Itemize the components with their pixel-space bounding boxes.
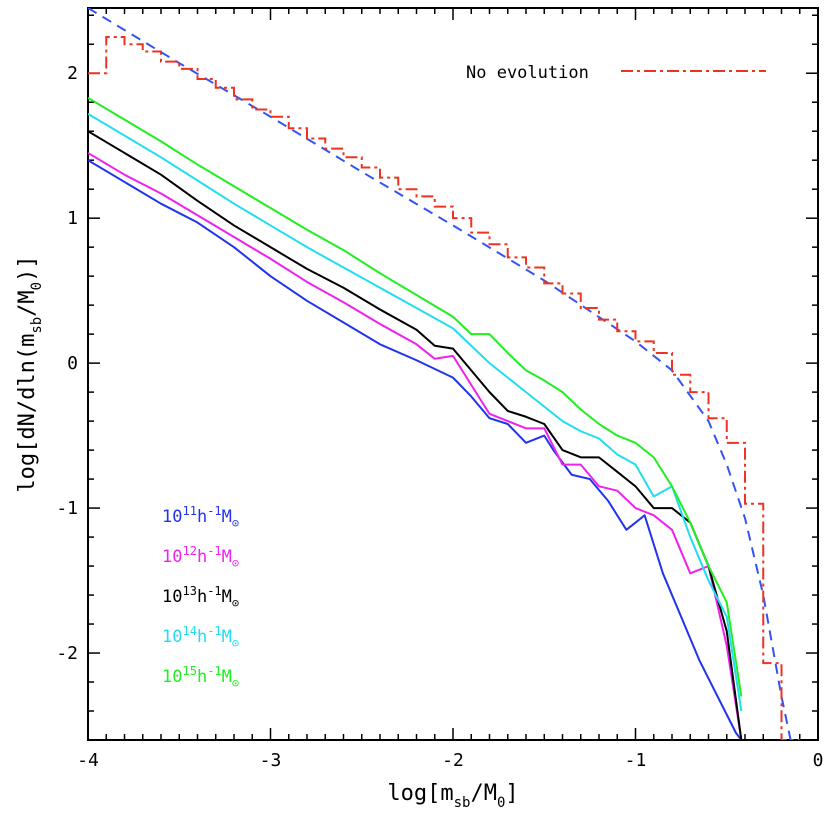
curve-no-evolution bbox=[88, 35, 800, 740]
plot-curves bbox=[88, 8, 800, 740]
y-tick-label: -1 bbox=[56, 498, 78, 519]
x-tick-label: -1 bbox=[625, 750, 647, 771]
legend-halo-13-label: 1013h-1M⊙ bbox=[162, 584, 239, 610]
y-axis-title: log[dN/dln(msb/M0)] bbox=[15, 255, 45, 492]
x-tick-label: 0 bbox=[813, 750, 824, 771]
legend-halo-masses: 1011h-1M⊙ 1012h-1M⊙ 1013h-1M⊙ 1014h-1M⊙ 1015… bbox=[162, 504, 239, 690]
legend-halo-15-label: 1015h-1M⊙ bbox=[162, 664, 239, 690]
legend-halo-11-label: 1011h-1M⊙ bbox=[162, 504, 239, 530]
legend-no-evolution: No evolution bbox=[466, 63, 766, 83]
y-tick-label: 0 bbox=[67, 353, 78, 374]
x-tick-label: -4 bbox=[77, 750, 99, 771]
x-axis-title: log[msb/M0] bbox=[387, 781, 518, 811]
x-tick-label: -2 bbox=[442, 750, 464, 771]
y-tick-label: 1 bbox=[67, 208, 78, 229]
x-tick-label: -3 bbox=[260, 750, 282, 771]
series-line-10-14-h-1-m-sun bbox=[88, 112, 743, 712]
series-line-10-13-h-1-m-sun bbox=[88, 130, 743, 740]
series-line-10-15-h-1-m-sun bbox=[88, 97, 743, 697]
series-line-10-11-h-1-m-sun bbox=[88, 159, 743, 740]
axis-ticks: -4 -3 -2 -1 0 -2 -1 0 1 2 bbox=[56, 8, 823, 771]
series-line-10-12-h-1-m-sun bbox=[88, 152, 743, 740]
legend-no-evolution-label: No evolution bbox=[466, 63, 589, 83]
legend-halo-14-label: 1014h-1M⊙ bbox=[162, 624, 239, 650]
y-tick-label: -2 bbox=[56, 643, 78, 664]
legend-halo-12-label: 1012h-1M⊙ bbox=[162, 544, 239, 570]
y-tick-label: 2 bbox=[67, 63, 78, 84]
